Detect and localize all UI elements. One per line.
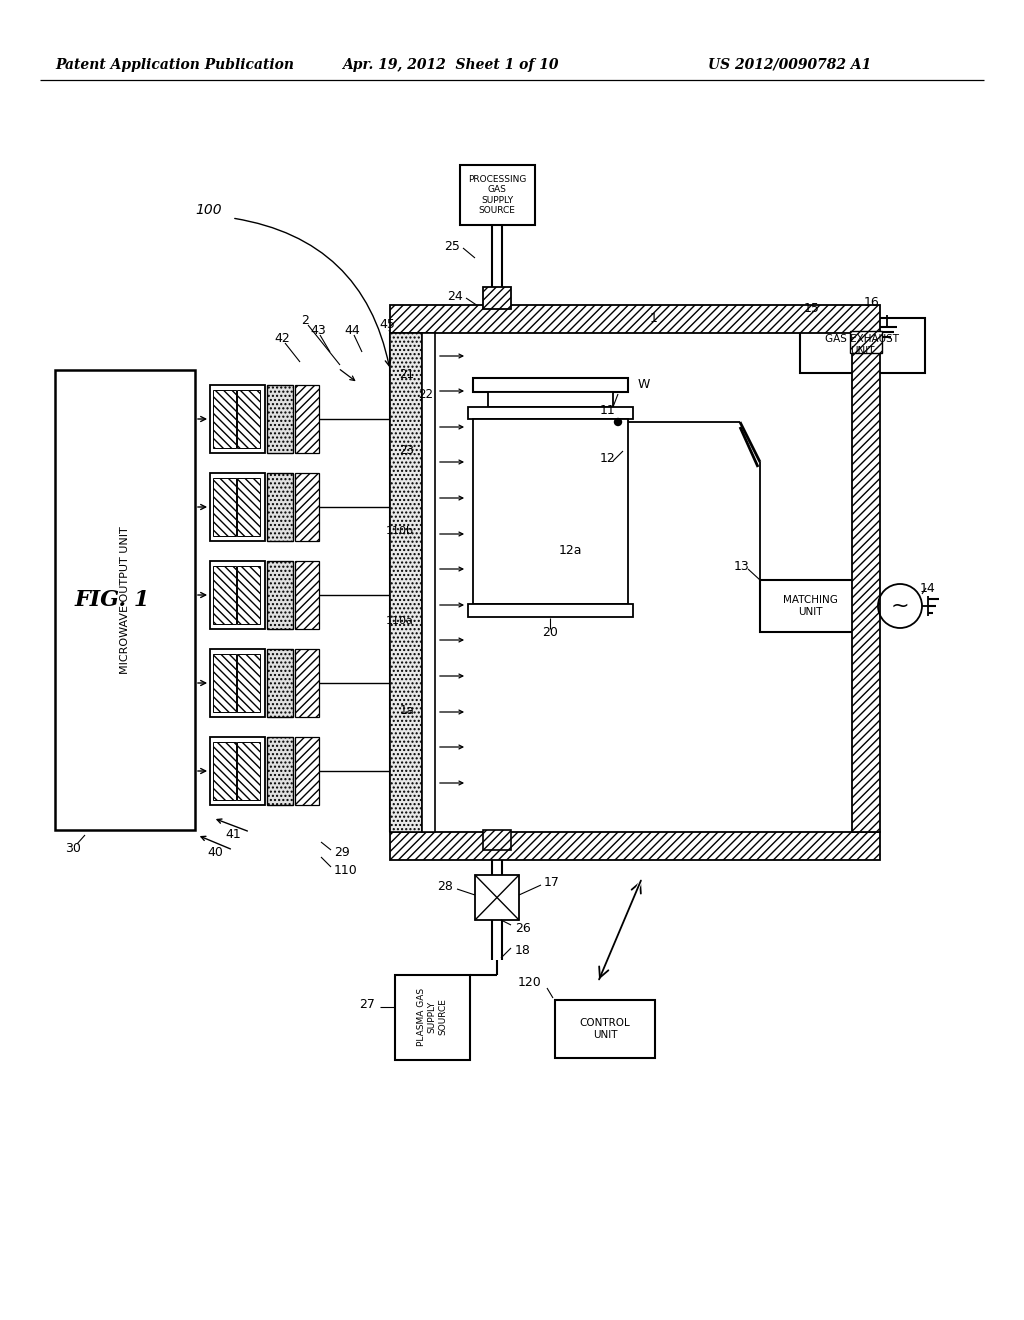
Text: 25: 25 [444,239,460,252]
Bar [267,737,293,805]
Bar [295,473,319,541]
Text: 1a: 1a [399,705,414,718]
Bar [267,385,293,453]
Text: 12a: 12a [558,544,582,557]
Text: 21: 21 [399,368,414,381]
Text: 13: 13 [734,560,750,573]
FancyArrowPatch shape [234,218,391,366]
Text: 28: 28 [437,880,453,894]
Bar [390,832,880,861]
Bar [555,1001,655,1059]
Text: ~: ~ [891,597,909,616]
Text: 1: 1 [650,312,657,325]
Text: 17: 17 [544,876,560,890]
Text: 110: 110 [334,863,357,876]
Text: 20: 20 [542,626,558,639]
Bar [473,418,628,605]
Bar [210,737,265,805]
Text: MICROWAVE OUTPUT UNIT: MICROWAVE OUTPUT UNIT [120,527,130,675]
Bar [237,653,260,711]
Bar [488,392,613,407]
Text: 27: 27 [359,998,375,1011]
Text: CONTROL
UNIT: CONTROL UNIT [580,1018,631,1040]
Bar [475,875,519,920]
Bar [267,649,293,717]
Bar [483,286,511,309]
Text: MATCHING
UNIT: MATCHING UNIT [782,595,838,616]
Bar [213,389,236,447]
Bar [213,653,236,711]
Bar [237,389,260,447]
Text: 43: 43 [310,323,326,337]
Bar [213,478,236,536]
Bar [267,561,293,630]
Bar [295,649,319,717]
Bar [460,165,535,224]
Bar [390,305,880,333]
Text: GAS EXHAUST
UNIT: GAS EXHAUST UNIT [825,334,899,356]
Bar [237,566,260,624]
Bar [295,737,319,805]
Text: US 2012/0090782 A1: US 2012/0090782 A1 [709,58,871,73]
Text: 24: 24 [447,289,463,302]
Bar [800,318,925,374]
Text: FIG. 1: FIG. 1 [75,589,150,611]
Text: 100: 100 [195,203,221,216]
Text: 18: 18 [515,944,530,957]
Bar [395,975,470,1060]
Bar [483,830,511,850]
Text: 40: 40 [207,846,223,858]
Text: 41: 41 [225,829,241,842]
Text: 23: 23 [399,445,414,458]
Bar [760,579,860,632]
Bar [850,331,882,352]
Bar [422,333,435,832]
Text: Patent Application Publication: Patent Application Publication [55,58,295,73]
Bar [210,561,265,630]
Text: 14: 14 [921,582,936,594]
Text: 15: 15 [804,301,820,314]
Text: 22: 22 [418,388,433,401]
Bar [210,473,265,541]
Text: 120: 120 [518,975,542,989]
Text: 16: 16 [864,297,880,309]
Text: PLASMA GAS
SUPPLY
SOURCE: PLASMA GAS SUPPLY SOURCE [417,987,446,1045]
Bar [390,333,422,832]
Bar [210,385,265,453]
Bar [237,742,260,800]
Text: 26: 26 [515,921,530,935]
Bar [468,605,633,616]
Text: 11: 11 [600,404,615,417]
Text: 29: 29 [334,846,350,858]
Bar [852,333,880,832]
Bar [295,385,319,453]
Bar [468,407,633,418]
Text: 2: 2 [301,314,309,326]
Bar [295,561,319,630]
Bar [473,378,628,392]
Bar [267,473,293,541]
Bar [210,649,265,717]
Text: 30: 30 [66,842,81,854]
Text: 45: 45 [379,318,395,331]
Text: 110a: 110a [386,616,414,626]
Bar [55,370,195,830]
Text: PROCESSING
GAS
SUPPLY
SOURCE: PROCESSING GAS SUPPLY SOURCE [468,176,526,215]
Circle shape [614,418,622,425]
Text: W: W [638,379,650,392]
Bar [213,566,236,624]
Text: 42: 42 [274,331,290,345]
Text: 110b: 110b [386,525,414,536]
Bar [213,742,236,800]
Text: 44: 44 [344,323,359,337]
Text: 12: 12 [600,453,615,466]
Text: Apr. 19, 2012  Sheet 1 of 10: Apr. 19, 2012 Sheet 1 of 10 [342,58,558,73]
Bar [237,478,260,536]
